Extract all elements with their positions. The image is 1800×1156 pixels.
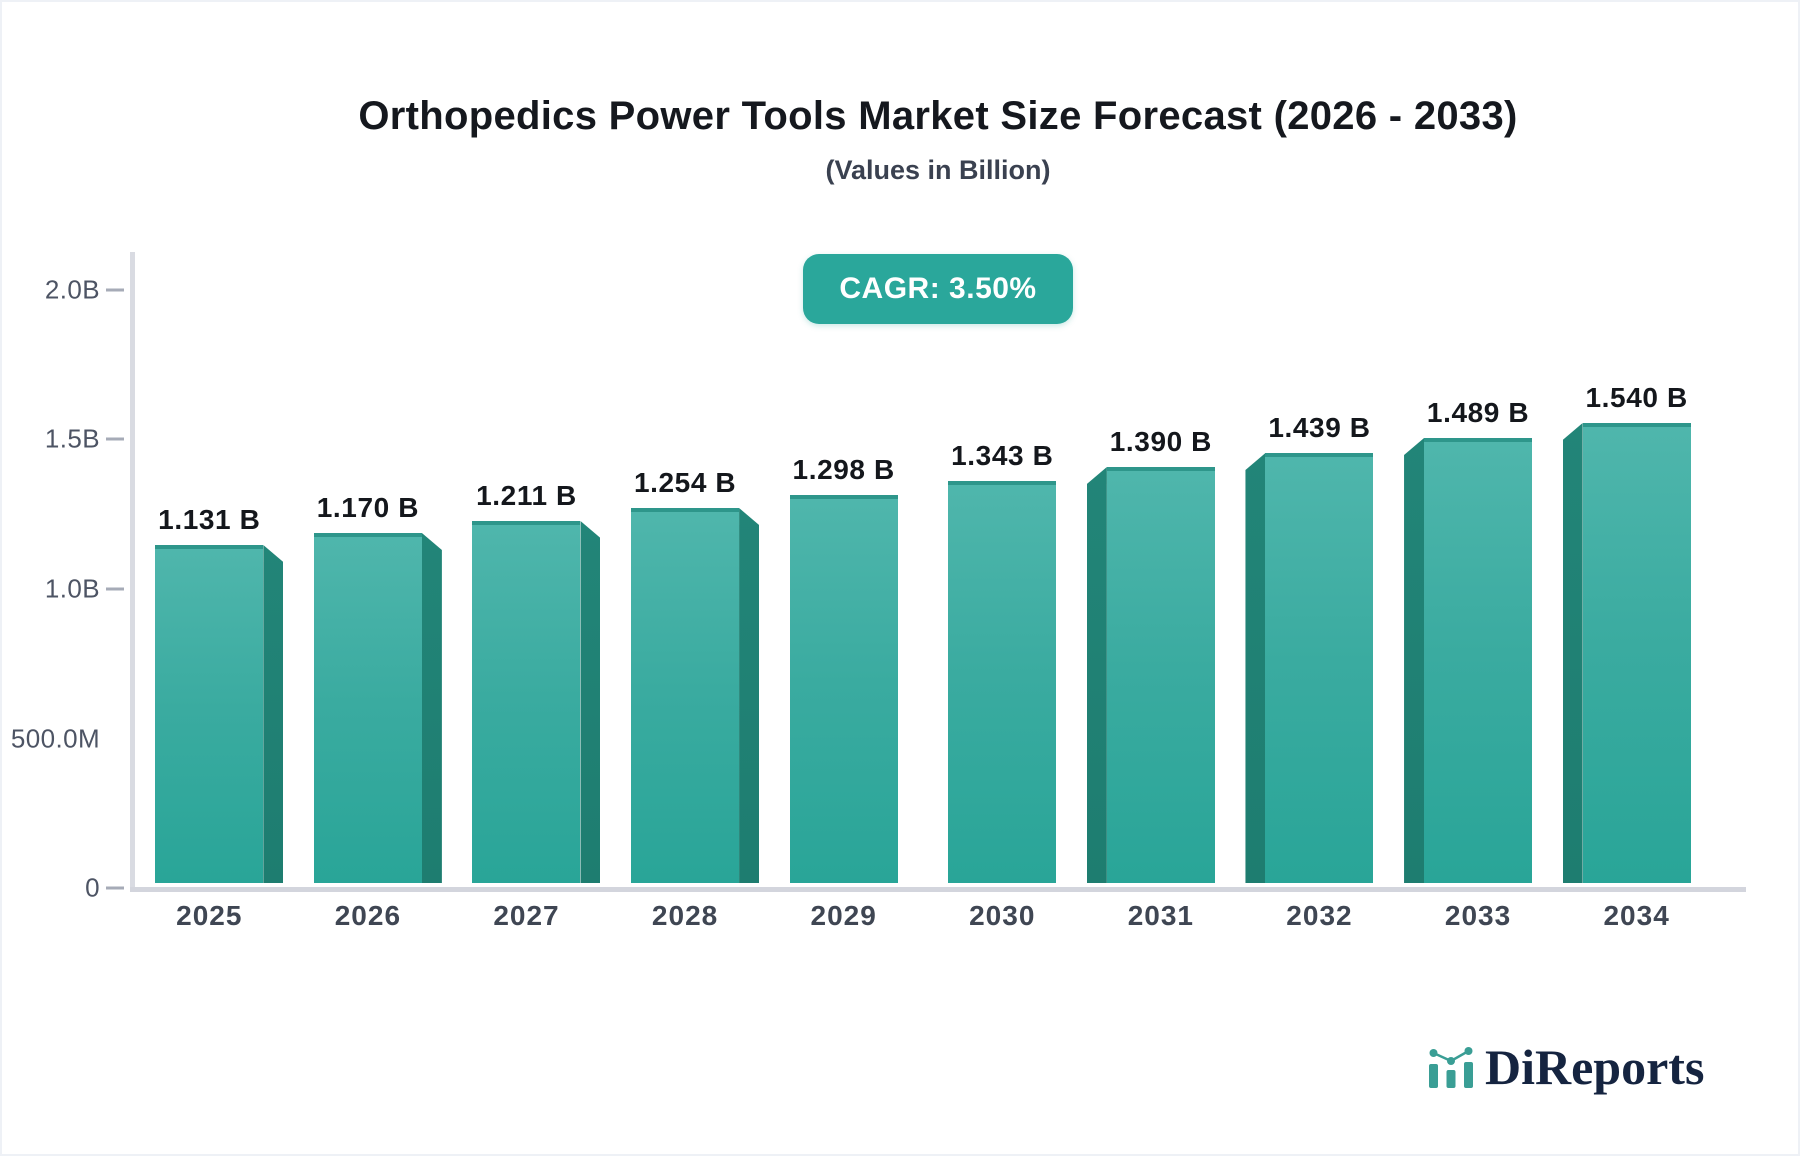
bar-slot: 1.390 B <box>1082 247 1241 883</box>
bar-2031: 1.390 B <box>1086 426 1215 883</box>
bar-value-label: 1.170 B <box>316 492 420 523</box>
bar-2030: 1.343 B <box>948 440 1057 883</box>
bar-face <box>155 545 264 883</box>
bar-2032: 1.439 B <box>1245 412 1374 883</box>
bar-slot: 1.343 B <box>923 247 1082 883</box>
bar-slot: 1.489 B <box>1399 247 1558 883</box>
bar-side-face <box>1086 467 1107 883</box>
bar-value-label: 1.390 B <box>1109 426 1212 457</box>
x-axis-label: 2030 <box>969 900 1036 931</box>
bar-face <box>1106 467 1215 883</box>
bar-slot: 1.298 B <box>764 247 923 883</box>
bar-slot: 1.170 B <box>289 247 448 883</box>
logo-bar-chart-icon <box>1429 1047 1473 1088</box>
bar-2029: 1.298 B <box>789 454 898 883</box>
bar-side-face <box>421 533 442 883</box>
y-axis-label: 2.0B <box>44 274 100 305</box>
bars-area: 1.131 B 1.170 B 1.211 B 1.254 B 1.298 B 1.343… <box>130 247 1716 883</box>
brand-logo: DiReports <box>1427 1038 1704 1096</box>
y-axis-label: 1.5B <box>44 423 100 454</box>
logo-text: DiReports <box>1485 1039 1705 1095</box>
bar-face <box>1582 423 1691 883</box>
bar-2026: 1.170 B <box>313 492 442 883</box>
cagr-badge: CAGR: 3.50% <box>803 254 1073 324</box>
chart-header: Orthopedics Power Tools Market Size Fore… <box>130 2 1746 186</box>
y-axis-tick <box>106 437 124 441</box>
bar-value-label: 1.540 B <box>1585 382 1688 413</box>
page-subtitle: (Values in Billion) <box>825 155 1051 185</box>
y-axis-line <box>130 252 135 892</box>
bar-value-label: 1.439 B <box>1268 412 1371 443</box>
bar-side-face <box>580 521 601 883</box>
y-axis-label: 0 <box>85 872 100 903</box>
bar-value-label: 1.298 B <box>792 454 895 485</box>
bar-2027: 1.211 B <box>472 480 601 883</box>
bar-value-label: 1.211 B <box>476 480 577 511</box>
x-axis-line <box>130 887 1746 892</box>
x-axis-label: 2029 <box>810 900 877 931</box>
bar-2025: 1.131 B <box>155 504 284 883</box>
y-axis-tick <box>106 587 124 591</box>
bar-side-face <box>1245 453 1266 883</box>
bar-value-label: 1.131 B <box>158 504 261 535</box>
bar-face <box>948 481 1057 883</box>
page-title: Orthopedics Power Tools Market Size Fore… <box>358 94 1518 138</box>
bar-face <box>1424 438 1533 883</box>
bar-2033: 1.489 B <box>1404 397 1533 883</box>
bar-side-face <box>1404 438 1425 883</box>
bar-value-label: 1.343 B <box>951 440 1054 471</box>
cagr-badge-row: CAGR: 3.50% <box>130 254 1746 324</box>
bar-slot: 1.540 B <box>1557 247 1716 883</box>
bar-face <box>1265 453 1374 883</box>
y-axis-label: 1.0B <box>44 573 100 604</box>
x-axis-labels: 2025 2026 2027 2028 2029 2030 2031 2032 2033 2034 <box>130 900 1716 932</box>
x-axis-label: 2028 <box>651 900 719 931</box>
bar-side-face <box>1562 423 1583 883</box>
bar-2034: 1.540 B <box>1562 382 1691 883</box>
x-axis-label: 2033 <box>1444 900 1512 931</box>
bar-face <box>789 495 898 883</box>
bar-value-label: 1.254 B <box>633 467 737 498</box>
bar-slot: 1.254 B <box>606 247 765 883</box>
bar-slot: 1.211 B <box>447 247 606 883</box>
y-axis-tick <box>106 886 124 890</box>
y-axis-tick <box>106 288 124 292</box>
bar-face <box>313 533 422 883</box>
y-axis-label: 500.0M <box>10 723 100 754</box>
x-axis-label: 2025 <box>176 900 243 931</box>
bar-slot: 1.439 B <box>1240 247 1399 883</box>
bar-face <box>631 508 740 883</box>
x-axis-label: 2027 <box>493 900 560 931</box>
bar-side-face <box>739 508 760 883</box>
x-axis-label: 2031 <box>1127 900 1194 931</box>
bar-2028: 1.254 B <box>631 467 760 883</box>
bar-value-label: 1.489 B <box>1426 397 1530 428</box>
bar-slot: 1.131 B <box>130 247 289 883</box>
bar-side-face <box>263 545 284 883</box>
x-axis-label: 2026 <box>334 900 402 931</box>
bar-face <box>472 521 581 883</box>
x-axis-label: 2034 <box>1603 900 1670 931</box>
x-axis-label: 2032 <box>1286 900 1353 931</box>
